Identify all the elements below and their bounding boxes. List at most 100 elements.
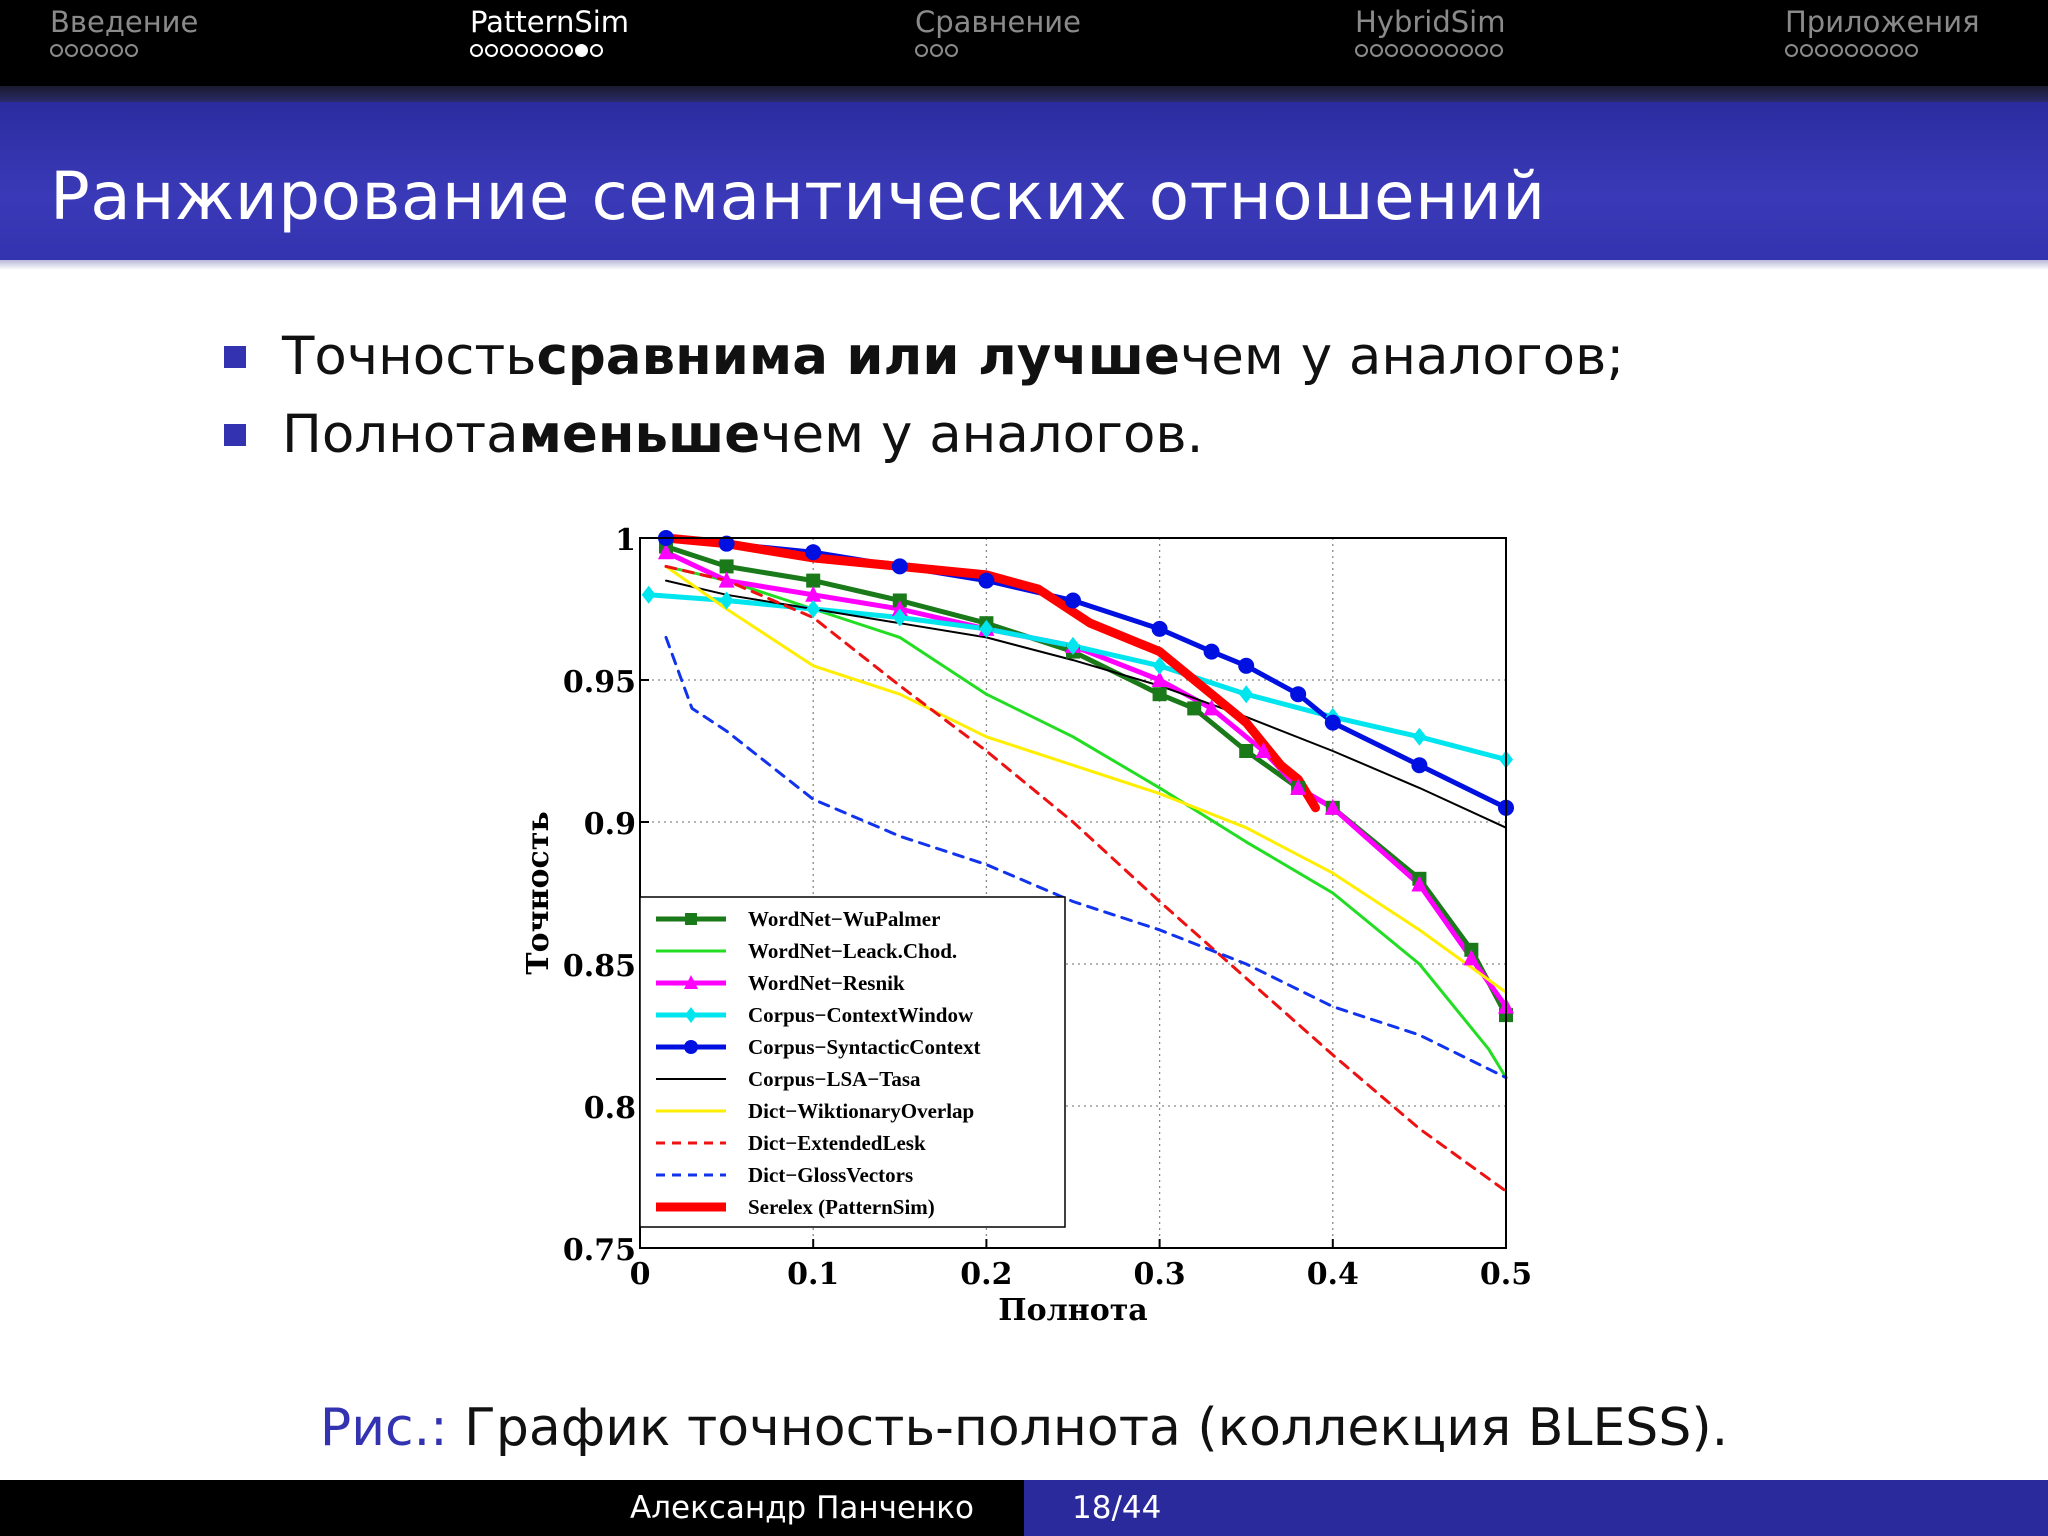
slide-dot[interactable] (65, 44, 78, 57)
series-marker (1411, 757, 1428, 774)
series-marker (1411, 875, 1428, 892)
series-marker (718, 571, 735, 588)
slide-dot[interactable] (560, 44, 573, 57)
frame-title-bar: Ранжирование семантических отношений (0, 102, 2048, 270)
nav-section[interactable]: HybridSim (1355, 4, 1505, 57)
slide-dot[interactable] (1860, 44, 1873, 57)
x-tick-label: 0.1 (787, 1257, 839, 1292)
slide-dot[interactable] (1815, 44, 1828, 57)
series-marker (805, 585, 822, 602)
nav-section-title[interactable]: HybridSim (1355, 5, 1506, 39)
slide-dot[interactable] (1400, 44, 1413, 57)
slide-dot[interactable] (1355, 44, 1368, 57)
slide-dot[interactable] (1475, 44, 1488, 57)
nav-slide-dots (1785, 44, 1980, 57)
bullet-text-bold: сравнима или лучше (536, 326, 1180, 387)
series-marker (719, 559, 734, 574)
series-marker (1238, 657, 1255, 674)
series-marker (1412, 727, 1427, 746)
slide-dot[interactable] (515, 44, 528, 57)
y-axis-title: Точность (521, 811, 556, 974)
slide-dot[interactable] (1800, 44, 1813, 57)
series-marker (718, 535, 735, 552)
slide-dot[interactable] (590, 44, 603, 57)
slide-dot[interactable] (1785, 44, 1798, 57)
x-tick-label: 0.3 (1133, 1257, 1185, 1292)
x-tick-label: 0.5 (1480, 1257, 1532, 1292)
slide-dot[interactable] (485, 44, 498, 57)
series-line (665, 579, 1507, 829)
slide-dot[interactable] (1905, 44, 1918, 57)
slide-dot[interactable] (1460, 44, 1473, 57)
nav-slide-dots (470, 44, 629, 57)
y-tick-label: 0.75 (563, 1233, 636, 1268)
slide-dot[interactable] (1890, 44, 1903, 57)
series-marker (1152, 687, 1167, 702)
nav-section-title[interactable]: PatternSim (470, 5, 630, 39)
slide-dot[interactable] (1385, 44, 1398, 57)
slide-dot[interactable] (945, 44, 958, 57)
legend-marker (685, 913, 697, 925)
slide-dot[interactable] (1845, 44, 1858, 57)
slide-dot[interactable] (545, 44, 558, 57)
page-number: 18/44 (1072, 1490, 1162, 1526)
series-marker (657, 543, 674, 560)
bullet-item: Полнота меньше чем у аналогов. (224, 404, 1203, 465)
bullet-text-before: Полнота (282, 404, 519, 465)
x-tick-label: 0 (630, 1257, 651, 1292)
legend-marker (685, 1007, 697, 1023)
footer-author-box: Александр Панченко (0, 1480, 1024, 1536)
slide-dot[interactable] (125, 44, 138, 57)
series-marker (1290, 686, 1307, 703)
legend-label: WordNet−Leack.Chod. (748, 939, 957, 963)
series-marker (641, 585, 656, 604)
y-tick-label: 0.95 (563, 665, 636, 700)
slide-dot[interactable] (1370, 44, 1383, 57)
nav-section[interactable]: PatternSim (470, 4, 629, 57)
slide-dot[interactable] (110, 44, 123, 57)
slide-dot[interactable] (1490, 44, 1503, 57)
slide-dot[interactable] (80, 44, 93, 57)
series-marker (1151, 671, 1168, 687)
slide-dot[interactable] (930, 44, 943, 57)
series-marker (1065, 592, 1081, 609)
legend-label: Corpus−ContextWindow (748, 1003, 974, 1027)
slide-dot[interactable] (50, 44, 63, 57)
nav-section-title[interactable]: Сравнение (915, 5, 1081, 39)
footer-author: Александр Панченко (629, 1490, 974, 1526)
nav-slide-dots (50, 44, 198, 57)
current-slide-dot[interactable] (575, 44, 588, 57)
slide-dot[interactable] (1445, 44, 1458, 57)
legend-label: Serelex (PatternSim) (748, 1195, 935, 1219)
series-marker (979, 619, 994, 638)
series-line (664, 564, 1508, 994)
nav-section[interactable]: Введение (50, 4, 198, 57)
legend-label: Corpus−LSA−Tasa (748, 1067, 921, 1091)
bullet-text-bold: меньше (518, 404, 761, 465)
slide-dot[interactable] (470, 44, 483, 57)
series-marker (805, 544, 822, 561)
nav-section-title[interactable]: Введение (50, 5, 199, 39)
slide-dot[interactable] (1875, 44, 1888, 57)
slide-dot[interactable] (530, 44, 543, 57)
series-marker (1187, 701, 1202, 716)
bullet-text-after: чем у аналогов; (1179, 326, 1625, 387)
series-marker (978, 572, 995, 589)
precision-recall-chart: 0 0.1 0.2 0.3 0.4 0.5 0.75 0.8 0.85 0.9 0.95 1 Полно… (521, 523, 1532, 1328)
slide-dot[interactable] (500, 44, 513, 57)
slide-dot[interactable] (915, 44, 928, 57)
series-marker (1463, 949, 1480, 966)
series-marker (1203, 643, 1220, 660)
slide-dot[interactable] (1830, 44, 1843, 57)
slide-dot[interactable] (1430, 44, 1443, 57)
nav-section[interactable]: Сравнение (915, 4, 1081, 57)
series-marker (1151, 620, 1168, 637)
legend-label: Dict−GlossVectors (748, 1163, 913, 1187)
nav-section-title[interactable]: Приложения (1785, 5, 1980, 39)
nav-section[interactable]: Приложения (1785, 4, 1980, 57)
slide-dot[interactable] (95, 44, 108, 57)
series-line (664, 564, 1508, 1193)
series-line (664, 635, 1508, 1080)
footer-page-box: 18/44 (1024, 1480, 2048, 1536)
slide-dot[interactable] (1415, 44, 1428, 57)
